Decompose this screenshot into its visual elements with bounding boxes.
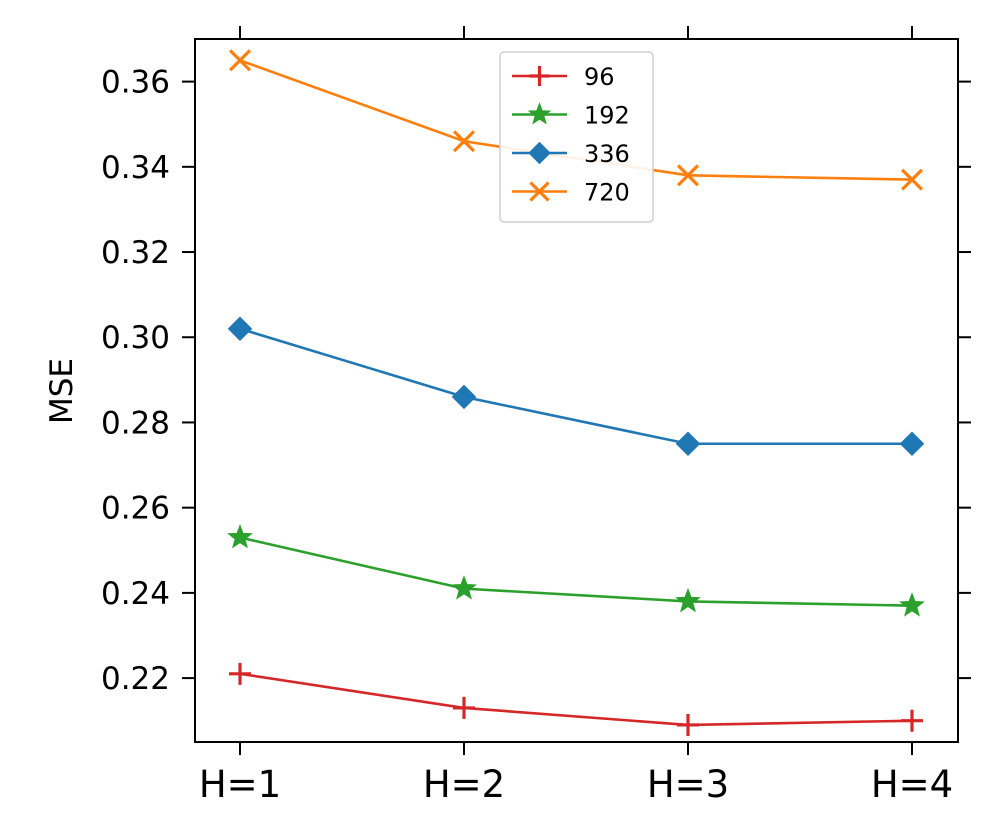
series-192 — [227, 523, 925, 617]
legend-item-96: 96 — [512, 63, 615, 91]
data-point-336 — [675, 431, 701, 457]
x-tick-label: H=2 — [423, 763, 505, 806]
data-point-336 — [227, 316, 253, 341]
data-point-192 — [227, 523, 253, 549]
data-point-192 — [899, 592, 925, 617]
y-axis-label: MSE — [44, 358, 80, 424]
data-point-96 — [677, 713, 699, 736]
data-point-96 — [901, 709, 923, 732]
data-point-720 — [452, 130, 476, 153]
data-point-336 — [451, 384, 477, 410]
series-336 — [227, 316, 925, 457]
series-line-336 — [239, 327, 912, 446]
data-point-96 — [229, 662, 251, 685]
data-point-720 — [228, 49, 252, 72]
legend-label: 192 — [584, 102, 630, 130]
legend-box — [499, 51, 654, 223]
legend-item-192: 192 — [512, 102, 630, 130]
series-96 — [229, 662, 923, 736]
axes: H=1 H=2 H=3 H=4 0.22 0.24 0.26 0.28 0.30 0.32 0.34… — [101, 26, 971, 806]
x-tick-label: H=4 — [871, 763, 953, 806]
data-point-192 — [451, 575, 477, 600]
y-tick-label: 0.26 — [101, 491, 170, 527]
y-tick-label: 0.24 — [101, 576, 170, 612]
y-tick-label: 0.36 — [101, 65, 170, 101]
x-tick-label: H=3 — [647, 763, 729, 806]
legend-label: 96 — [584, 63, 615, 91]
legend-marker — [528, 141, 551, 165]
legend-item-336: 336 — [512, 140, 630, 168]
y-tick-label: 0.28 — [101, 405, 170, 441]
data-point-192 — [675, 587, 701, 613]
y-tick-label: 0.32 — [101, 235, 170, 271]
y-tick-label: 0.30 — [101, 320, 170, 356]
series-line-192 — [239, 536, 913, 607]
legend: 96 192 336 720 — [499, 51, 654, 223]
y-tick-label: 0.22 — [101, 661, 170, 697]
legend-label: 720 — [584, 179, 630, 207]
legend-marker — [529, 66, 550, 86]
legend-item-720: 720 — [512, 179, 630, 207]
data-point-720 — [676, 164, 700, 187]
x-tick-label: H=1 — [199, 763, 281, 806]
legend-marker — [529, 181, 550, 202]
data-point-720 — [900, 168, 924, 191]
legend-label: 336 — [584, 140, 630, 168]
legend-marker — [527, 102, 552, 125]
data-point-336 — [899, 431, 925, 457]
data-point-96 — [453, 696, 475, 719]
y-tick-label: 0.34 — [101, 150, 170, 186]
plot-frame — [194, 38, 959, 743]
series-line-96 — [239, 672, 913, 727]
